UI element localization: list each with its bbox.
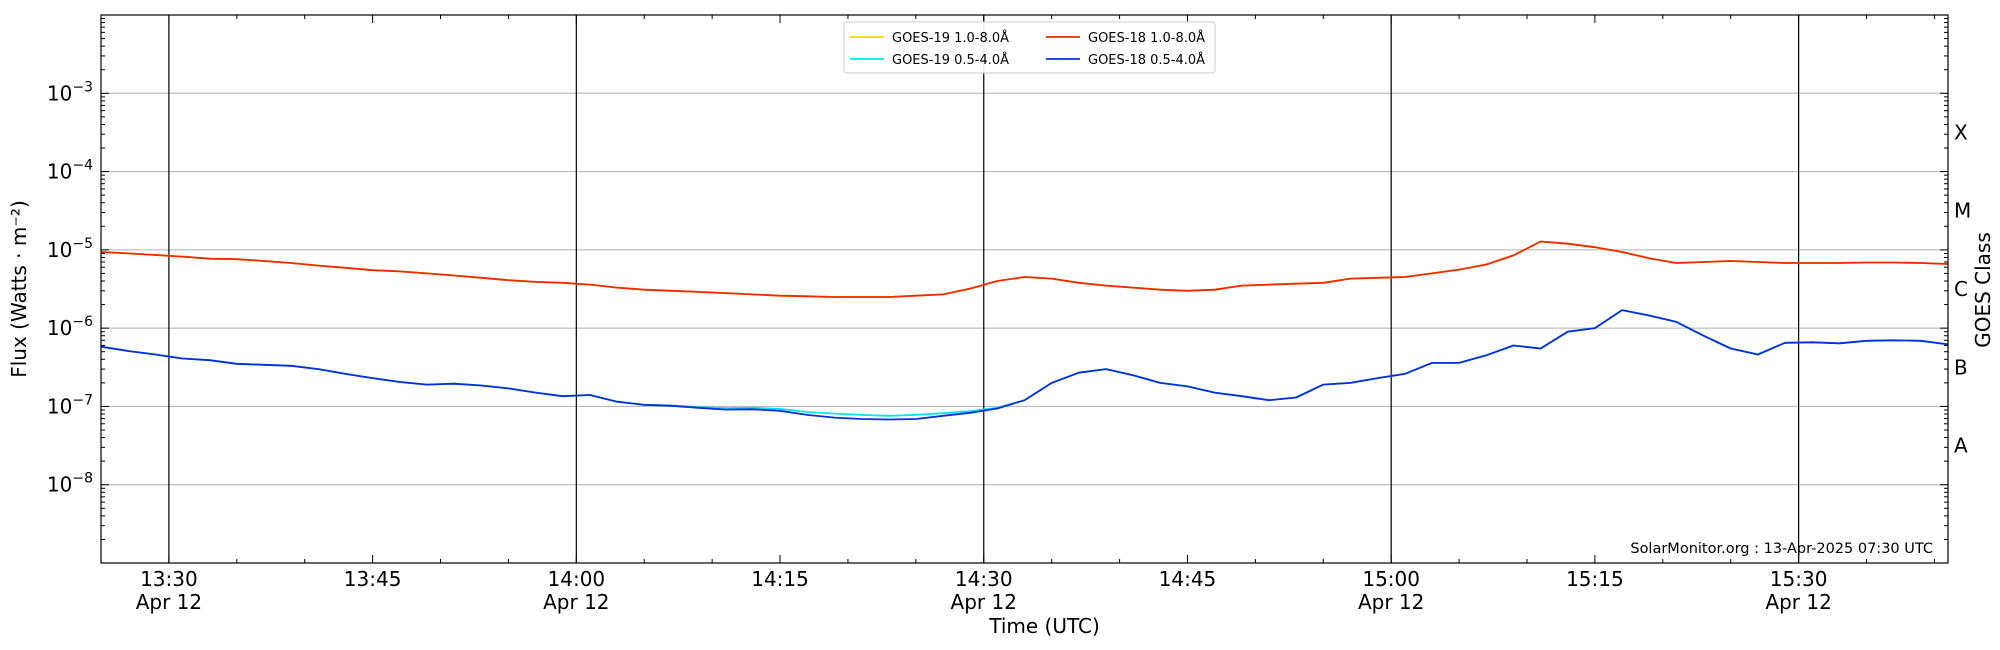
x-tick-time-label: 14:45 xyxy=(1159,567,1217,591)
x-tick-time-label: 14:30 xyxy=(955,567,1013,591)
x-tick-time-label: 15:00 xyxy=(1362,567,1420,591)
x-tick-date-label: Apr 12 xyxy=(1358,590,1424,614)
goes-class-label: B xyxy=(1954,355,1968,379)
y-tick-label: 10−8 xyxy=(47,471,93,497)
legend-label: GOES-18 1.0-8.0Å xyxy=(1088,30,1205,46)
legend: GOES-19 1.0-8.0Å GOES-19 0.5-4.0Å GOES-18 … xyxy=(843,21,1216,74)
y-tick-label: 10−6 xyxy=(47,314,93,340)
legend-label: GOES-18 0.5-4.0Å xyxy=(1088,52,1205,68)
x-tick-date-label: Apr 12 xyxy=(1765,590,1831,614)
x-tick-time-label: 15:15 xyxy=(1566,567,1624,591)
x-axis-title: Time (UTC) xyxy=(988,614,1100,638)
vertical-lines-layer xyxy=(168,15,1800,563)
ticks-layer xyxy=(101,15,1948,564)
series-line xyxy=(100,309,1949,421)
goes-class-label: C xyxy=(1954,277,1968,301)
x-tick-time-label: 13:45 xyxy=(344,567,402,591)
plot-frame xyxy=(100,14,1949,564)
credit-text: SolarMonitor.org : 13-Apr-2025 07:30 UTC xyxy=(1630,541,1933,557)
legend-label: GOES-19 1.0-8.0Å xyxy=(892,30,1009,46)
x-tick-date-label: Apr 12 xyxy=(543,590,609,614)
series-line xyxy=(100,240,1949,298)
y-tick-label: 10−7 xyxy=(47,392,93,418)
legend-box xyxy=(843,21,1216,74)
y-tick-labels: 10−3 10−4 10−5 10−6 10−7 10−8 xyxy=(47,79,93,496)
y-tick-label: 10−4 xyxy=(47,158,93,184)
goes-class-label: A xyxy=(1954,434,1968,458)
x-tick-date-label: Apr 12 xyxy=(136,590,202,614)
x-tick-time-label: 13:30 xyxy=(140,567,198,591)
goes-class-label: X xyxy=(1954,120,1968,144)
y-tick-label: 10−3 xyxy=(47,79,93,105)
legend-label: GOES-19 0.5-4.0Å xyxy=(892,52,1009,68)
y-axis-title: Flux (Watts · m⁻²) xyxy=(7,200,31,378)
goes-class-labels: X M C B A xyxy=(1954,120,1971,457)
goes-class-label: M xyxy=(1954,199,1971,223)
y-tick-label: 10−5 xyxy=(47,236,93,262)
goes-class-axis-title: GOES Class xyxy=(1971,232,1995,348)
grid-layer xyxy=(101,92,1948,486)
x-tick-time-label: 14:15 xyxy=(751,567,809,591)
x-tick-time-label: 15:30 xyxy=(1770,567,1828,591)
x-tick-time-label: 14:00 xyxy=(548,567,606,591)
x-tick-date-label: Apr 12 xyxy=(951,590,1017,614)
series-layer xyxy=(100,240,1949,421)
